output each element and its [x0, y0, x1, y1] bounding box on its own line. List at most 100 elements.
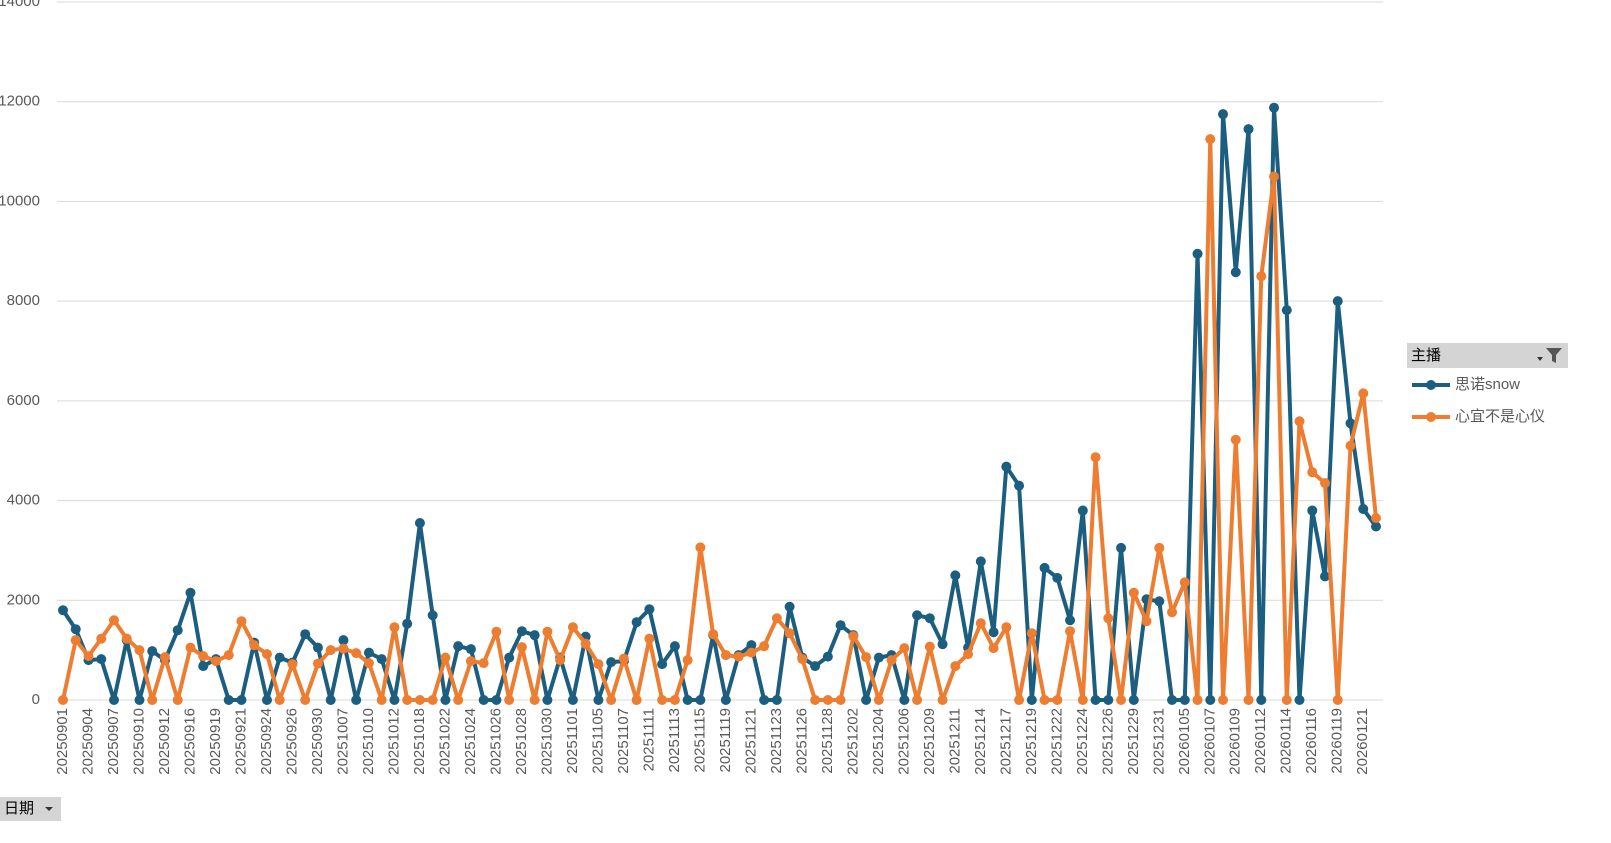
data-point	[351, 695, 362, 705]
legend-title: 主播	[1411, 347, 1441, 364]
data-point	[478, 695, 489, 705]
data-point	[810, 695, 821, 705]
data-point	[975, 556, 986, 567]
x-tick-label: 20250919	[207, 708, 224, 775]
x-tick-label: 20250904	[79, 708, 96, 775]
data-point	[1154, 596, 1165, 607]
x-tick-label: 20250930	[309, 708, 326, 775]
data-point	[593, 695, 604, 705]
data-point	[1154, 542, 1165, 553]
data-point	[261, 649, 272, 660]
data-point	[708, 629, 719, 640]
data-point	[389, 622, 400, 633]
data-point	[1256, 695, 1267, 705]
y-tick-label: 4000	[7, 492, 40, 509]
data-point	[300, 695, 311, 705]
x-tick-label: 20251028	[513, 708, 530, 775]
data-point	[529, 695, 540, 705]
data-point	[835, 695, 846, 705]
data-point	[261, 695, 272, 705]
data-point	[1179, 577, 1190, 588]
x-tick-label: 20260107	[1201, 708, 1218, 775]
data-point	[1065, 615, 1076, 626]
data-point	[1230, 267, 1241, 278]
data-point	[389, 695, 400, 705]
x-tick-label: 20251226	[1099, 708, 1116, 775]
data-point	[325, 695, 336, 705]
data-point	[542, 695, 553, 705]
data-point	[580, 638, 591, 649]
data-point	[771, 613, 782, 624]
data-point	[720, 695, 731, 705]
data-point	[491, 626, 502, 637]
legend-label: 思诺snow	[1455, 376, 1520, 393]
x-tick-label: 20251026	[487, 708, 504, 775]
data-point	[427, 695, 438, 705]
data-point	[555, 655, 566, 666]
legend-label: 心宜不是心仪	[1455, 408, 1545, 425]
y-tick-label: 10000	[0, 192, 40, 209]
legend-header	[1407, 343, 1568, 368]
data-point	[1103, 695, 1114, 705]
data-point	[1179, 695, 1190, 705]
data-point	[1128, 587, 1139, 598]
data-point	[453, 641, 464, 652]
data-point	[606, 695, 617, 705]
data-point	[414, 518, 425, 529]
filter-icon[interactable]	[1546, 348, 1562, 363]
x-tick-label: 20251101	[564, 708, 581, 774]
data-point	[937, 695, 948, 705]
x-tick-label: 20251115	[691, 708, 708, 773]
x-tick-label: 20251018	[411, 708, 428, 775]
x-tick-label: 20251222	[1048, 708, 1065, 775]
data-point	[1026, 695, 1037, 705]
data-point	[1014, 480, 1025, 491]
x-tick-label: 20251217	[997, 708, 1014, 775]
x-tick-label: 20260119	[1329, 708, 1346, 774]
x-tick-label: 20251107	[615, 708, 632, 774]
data-point	[516, 642, 527, 653]
x-tick-label: 20251121	[742, 708, 759, 774]
data-point	[236, 616, 247, 627]
data-point	[108, 615, 119, 626]
data-point	[657, 659, 668, 670]
data-point	[606, 657, 617, 668]
dropdown-icon[interactable]	[1537, 357, 1543, 361]
data-point	[1205, 134, 1216, 145]
data-point	[784, 601, 795, 612]
x-tick-label: 20251030	[538, 708, 555, 775]
x-tick-label: 20251010	[360, 708, 377, 775]
data-point	[147, 646, 158, 657]
data-point	[249, 640, 260, 651]
data-point	[1026, 628, 1037, 639]
x-tick-label: 20251229	[1125, 708, 1142, 775]
data-point	[1371, 513, 1381, 524]
x-tick-label: 20251123	[768, 708, 785, 774]
data-point	[465, 656, 476, 667]
data-point	[465, 644, 476, 655]
data-point	[159, 652, 170, 663]
data-point	[695, 542, 706, 553]
data-point	[1218, 695, 1229, 705]
data-point	[363, 658, 374, 669]
data-point	[912, 610, 923, 621]
data-point	[70, 624, 81, 635]
data-point	[924, 641, 935, 652]
x-tick-label: 20251022	[436, 708, 453, 775]
data-point	[185, 587, 196, 598]
legend-marker	[1426, 380, 1436, 390]
data-point	[669, 641, 680, 652]
data-point	[210, 656, 221, 667]
dropdown-icon[interactable]	[45, 807, 53, 811]
data-point	[351, 648, 362, 659]
data-point	[440, 652, 451, 663]
data-point	[1090, 452, 1101, 463]
data-point	[58, 695, 68, 705]
data-point	[631, 695, 642, 705]
y-tick-label: 2000	[7, 591, 40, 608]
data-point	[1116, 542, 1127, 553]
data-point	[912, 695, 923, 705]
data-point	[657, 695, 668, 705]
data-point	[1205, 695, 1216, 705]
y-tick-label: 12000	[0, 93, 40, 110]
